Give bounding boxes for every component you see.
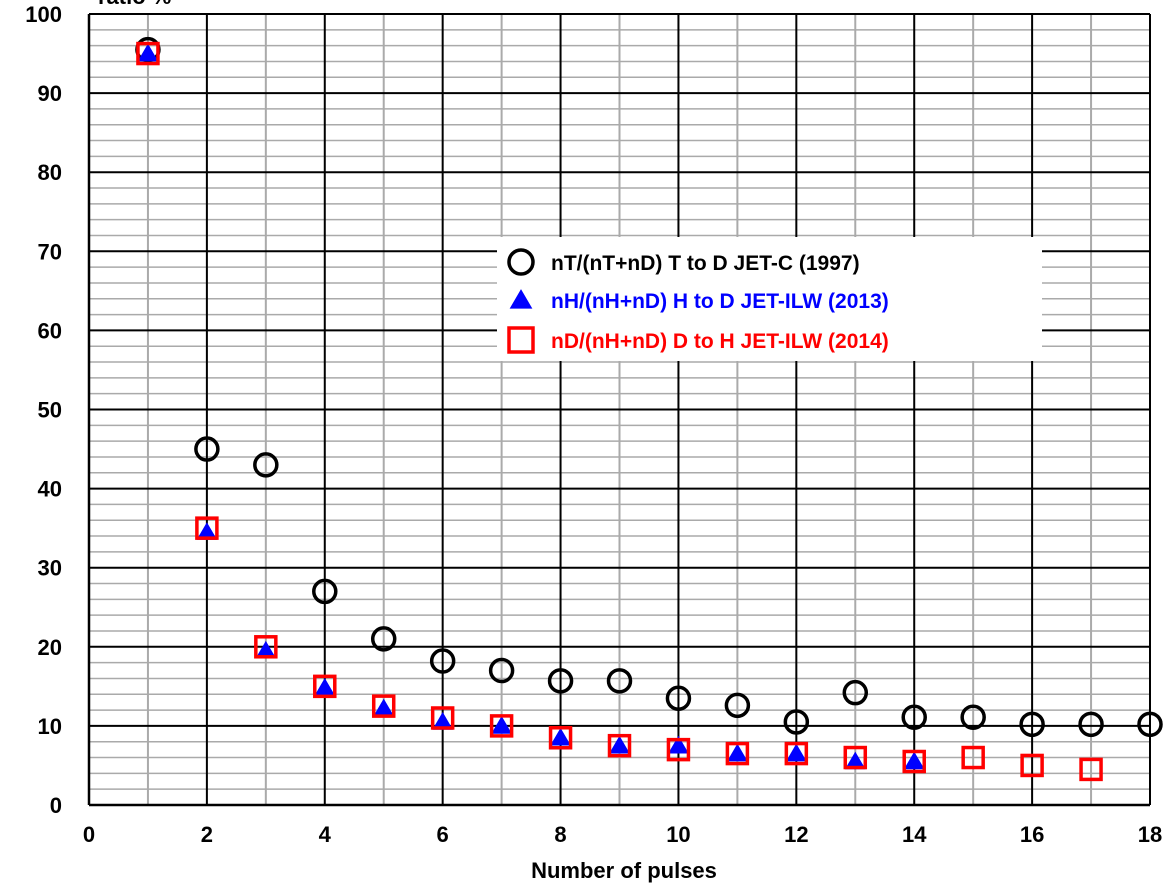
x-tick-label: 10 [666, 822, 690, 847]
y-axis-title: ratio % [98, 0, 171, 9]
x-tick-label: 18 [1138, 822, 1162, 847]
x-tick-label: 14 [902, 822, 927, 847]
legend-entry: nT/(nT+nD) T to D JET-C (1997) [509, 250, 860, 275]
legend-label: nH/(nH+nD) H to D JET-ILW (2013) [551, 290, 889, 313]
x-tick-label: 12 [784, 822, 808, 847]
legend-entry: nH/(nH+nD) H to D JET-ILW (2013) [511, 290, 889, 313]
y-tick-label: 30 [38, 556, 62, 581]
x-tick-label: 8 [554, 822, 566, 847]
y-tick-label: 60 [38, 318, 62, 343]
y-tick-label: 0 [50, 793, 62, 818]
x-axis-title: Number of pulses [531, 858, 717, 883]
y-tick-label: 20 [38, 635, 62, 660]
y-tick-label: 10 [38, 714, 62, 739]
y-tick-label: 50 [38, 398, 62, 423]
legend-entry: nD/(nH+nD) D to H JET-ILW (2014) [509, 328, 889, 353]
y-tick-label: 100 [25, 2, 62, 27]
x-tick-label: 6 [437, 822, 449, 847]
legend-label: nD/(nH+nD) D to H JET-ILW (2014) [551, 330, 889, 353]
y-tick-label: 70 [38, 239, 62, 264]
y-tick-label: 40 [38, 477, 62, 502]
x-tick-label: 2 [201, 822, 213, 847]
legend: nT/(nT+nD) T to D JET-C (1997) nH/(nH+nD)… [497, 237, 1042, 361]
x-tick-label: 0 [83, 822, 95, 847]
x-tick-label: 4 [319, 822, 332, 847]
legend-label: nT/(nT+nD) T to D JET-C (1997) [551, 252, 860, 275]
y-tick-label: 80 [38, 160, 62, 185]
y-tick-label: 90 [38, 81, 62, 106]
x-tick-label: 16 [1020, 822, 1044, 847]
